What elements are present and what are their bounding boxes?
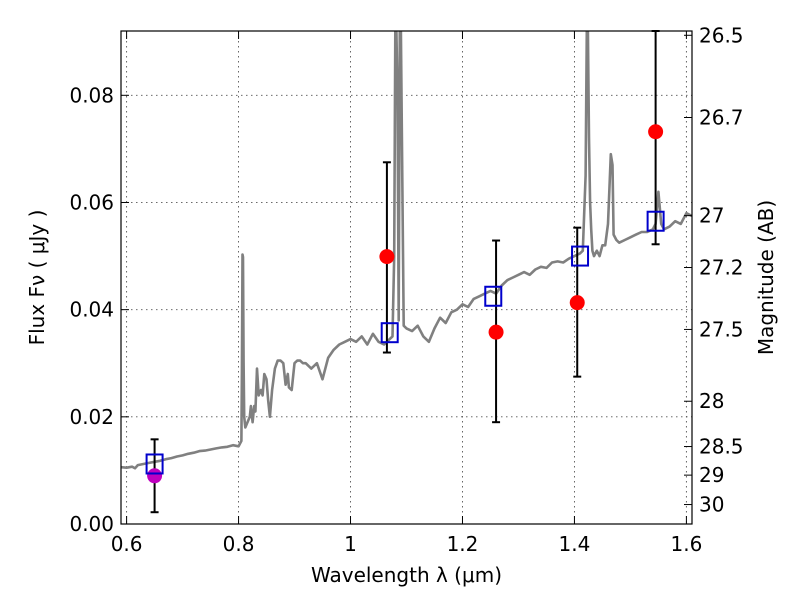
model-photometry-square (484, 285, 503, 307)
error-bars (150, 30, 660, 514)
x-axis-label: Wavelength λ (μm) (311, 563, 502, 587)
x-tick-label: 1.4 (559, 532, 591, 556)
magnitude-tick-label: 29 (699, 463, 724, 487)
model-photometry-square (145, 453, 164, 475)
magnitude-tick-label: 26.5 (699, 23, 744, 47)
observed-point (569, 295, 585, 311)
x-tick-label: 0.6 (111, 532, 143, 556)
magnitude-tick-label: 28 (699, 389, 724, 413)
magnitude-tick-label: 27.2 (699, 256, 744, 280)
x-tick-label: 1.2 (447, 532, 479, 556)
model-photometry-square (380, 322, 399, 344)
observed-point (379, 249, 395, 265)
magnitude-tick-label: 30 (699, 493, 724, 517)
plot-frame (120, 30, 693, 525)
model-photometry-square (646, 210, 665, 232)
x-tick-label: 1 (344, 532, 357, 556)
magnitude-tick-label: 27.5 (699, 317, 744, 341)
x-ticks: 0.6 0.8 1 1.2 1.4 1.6 (111, 31, 702, 556)
magnitude-tick-label: 27 (699, 204, 724, 228)
y-tick-label: 0.08 (69, 83, 114, 107)
right-axis-label: Magnitude (AB) (754, 200, 778, 355)
magnitude-tick-label: 26.7 (699, 106, 744, 130)
observed-points (147, 124, 664, 484)
observed-point (648, 124, 664, 140)
model-photometry-square (571, 245, 590, 267)
model-photometry-points (145, 210, 665, 475)
observed-point (488, 324, 504, 340)
y-tick-label: 0.02 (69, 405, 114, 429)
y-tick-label: 0.00 (69, 512, 114, 536)
plot-border (120, 30, 693, 525)
y-tick-label: 0.04 (69, 298, 114, 322)
spectrum-line (121, 31, 692, 470)
y-tick-label: 0.06 (69, 190, 114, 214)
x-tick-label: 0.8 (223, 532, 255, 556)
y-ticks: 0.00 0.02 0.04 0.06 0.08 (69, 83, 129, 536)
magnitude-ticks: 26.5 26.7 27 27.2 27.5 28 28.5 29 30 (684, 23, 744, 517)
y-axis-label: Flux Fν ( μJy ) (25, 210, 49, 346)
observed-point (147, 468, 163, 484)
magnitude-tick-label: 28.5 (699, 435, 744, 459)
x-tick-label: 1.6 (670, 532, 702, 556)
model-spectrum (121, 31, 692, 470)
